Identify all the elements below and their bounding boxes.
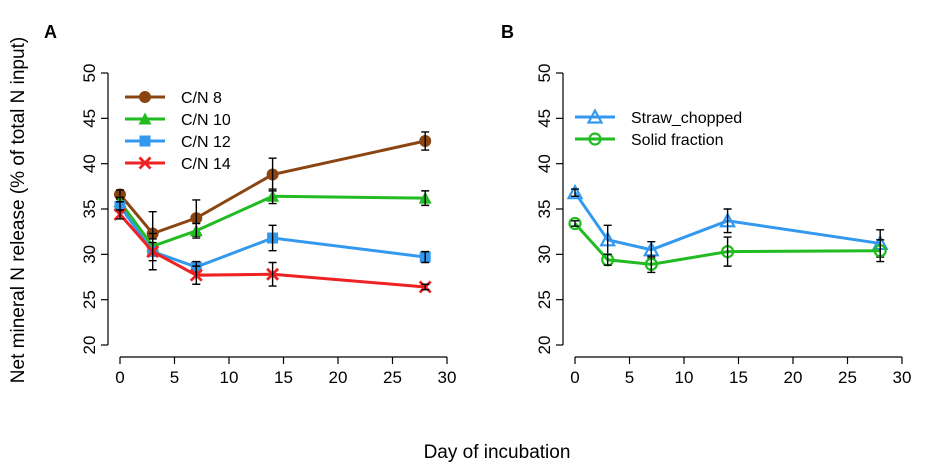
error-bar — [268, 188, 277, 205]
x-tick-label: 30 — [438, 368, 457, 387]
error-bar — [268, 261, 277, 287]
error-bar — [421, 283, 430, 291]
error-bar — [268, 224, 277, 252]
error-bar — [571, 188, 579, 198]
panel-label: B — [501, 22, 514, 42]
error-bar — [148, 232, 157, 271]
legend-marker — [588, 132, 602, 146]
error-bar — [421, 131, 430, 151]
y-tick-label: 45 — [80, 109, 99, 128]
legend-label: C/N 8 — [181, 90, 222, 107]
x-tick-label: 30 — [893, 368, 912, 387]
error-bar — [192, 265, 201, 285]
y-axis-label: Net mineral N release (% of total N inpu… — [8, 37, 29, 383]
y-tick-label: 40 — [535, 154, 554, 173]
data-point — [566, 183, 584, 200]
error-bar — [116, 209, 124, 220]
legend-marker — [139, 91, 151, 103]
legend-label: C/N 10 — [181, 112, 231, 129]
panel-b: B 20 25 30 35 40 45 50 0 5 10 15 20 25 30 Straw_chopped… — [501, 22, 911, 387]
error-bar — [723, 208, 732, 234]
x-tick-label: 5 — [625, 368, 634, 387]
y-tick-label: 35 — [80, 200, 99, 219]
error-bar — [647, 255, 656, 274]
legend-label: C/N 14 — [181, 156, 231, 173]
x-tick-label: 0 — [115, 368, 124, 387]
y-tick-label: 30 — [535, 245, 554, 264]
x-tick-label: 25 — [838, 368, 857, 387]
error-bar — [192, 222, 201, 239]
y-tick-label: 50 — [535, 64, 554, 83]
panel-a: A 20 25 30 35 40 45 50 0 5 10 15 20 25 30 C/N 8 C/N 10 C/… — [44, 22, 456, 387]
y-tick-label: 30 — [80, 245, 99, 264]
data-point — [568, 216, 582, 231]
error-bar — [421, 190, 430, 207]
x-tick-label: 25 — [383, 368, 402, 387]
y-tick-label: 35 — [535, 200, 554, 219]
y-tick-label: 20 — [535, 336, 554, 355]
y-tick-label: 50 — [80, 64, 99, 83]
x-tick-label: 20 — [784, 368, 803, 387]
x-tick-label: 15 — [274, 368, 293, 387]
error-bar — [723, 236, 732, 267]
y-tick-label: 25 — [80, 290, 99, 309]
legend-marker — [138, 156, 152, 170]
error-bar — [421, 250, 430, 264]
error-bar — [603, 253, 612, 266]
x-tick-label: 20 — [329, 368, 348, 387]
y-tick-label: 20 — [80, 336, 99, 355]
y-tick-label: 25 — [535, 290, 554, 309]
legend-marker — [138, 112, 152, 125]
legend-marker — [139, 135, 151, 147]
legend-label: C/N 12 — [181, 134, 231, 151]
x-tick-label: 10 — [220, 368, 239, 387]
y-tick-label: 45 — [535, 109, 554, 128]
error-bar — [571, 220, 579, 227]
x-tick-label: 5 — [170, 368, 179, 387]
legend-marker — [586, 108, 604, 124]
x-tick-label: 0 — [570, 368, 579, 387]
error-bar — [876, 239, 885, 263]
y-tick-label: 40 — [80, 154, 99, 173]
x-axis-label: Day of incubation — [424, 442, 571, 463]
x-tick-label: 10 — [675, 368, 694, 387]
legend-label: Solid fraction — [631, 132, 724, 149]
panel-label: A — [44, 22, 57, 42]
legend-label: Straw_chopped — [631, 110, 742, 127]
x-tick-label: 15 — [729, 368, 748, 387]
